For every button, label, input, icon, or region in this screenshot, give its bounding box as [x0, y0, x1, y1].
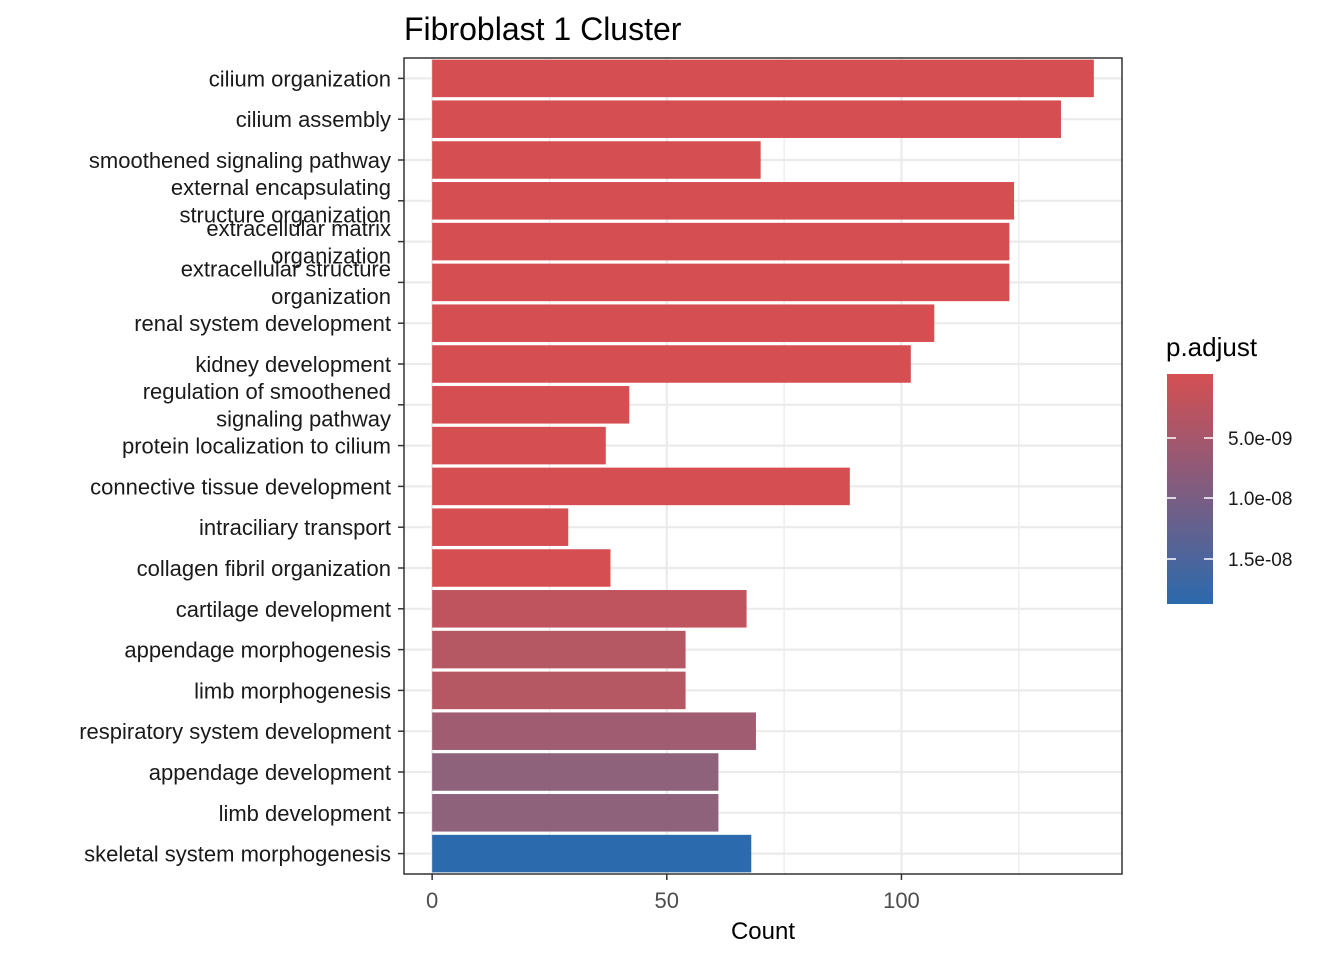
bar	[432, 467, 850, 506]
y-tick-label: limb morphogenesis	[194, 678, 391, 703]
y-tick-label: structure organization	[179, 203, 391, 228]
bar	[432, 141, 761, 179]
y-axis: cilium organization cilium assembly smooth…	[79, 66, 404, 867]
y-tick-label: signaling pathway	[216, 407, 391, 432]
legend-title: p.adjust	[1166, 332, 1258, 362]
y-tick-label: regulation of smoothened	[143, 379, 391, 404]
y-tick-label: collagen fibril organization	[137, 556, 391, 581]
y-tick-label: cartilage development	[176, 597, 391, 622]
bar	[432, 794, 719, 832]
y-tick-label: kidney development	[195, 352, 391, 377]
chart-title: Fibroblast 1 Cluster	[404, 11, 682, 47]
bar	[432, 100, 1061, 138]
legend-ticks: 5.0e-09 1.0e-08 1.5e-08	[1167, 429, 1292, 571]
bar	[432, 263, 1010, 302]
y-tick-label: skeletal system morphogenesis	[84, 842, 391, 867]
y-tick-label: limb development	[219, 801, 391, 826]
x-tick-label: 0	[426, 888, 438, 913]
x-tick-label: 100	[883, 888, 920, 913]
y-tick-label: organization	[271, 243, 391, 268]
bar	[432, 59, 1094, 98]
legend-colorbar	[1167, 374, 1213, 604]
bar	[432, 386, 630, 424]
y-tick-label: extracellular structure	[181, 257, 391, 282]
bar	[432, 345, 911, 383]
bar	[432, 222, 1010, 261]
bar	[432, 753, 719, 791]
y-tick-label: intraciliary transport	[199, 515, 391, 540]
y-tick-label: cilium assembly	[236, 107, 391, 132]
legend-tick-label: 1.0e-08	[1228, 489, 1292, 510]
bar	[432, 508, 569, 546]
plot-panel	[404, 58, 1122, 874]
bar	[432, 182, 1015, 220]
bar	[432, 712, 756, 750]
bar-series	[432, 59, 1094, 873]
y-tick-label: respiratory system development	[79, 719, 391, 744]
legend-tick-label: 5.0e-09	[1228, 429, 1292, 450]
bar	[432, 834, 752, 873]
x-axis-title: Count	[731, 918, 795, 945]
legend: p.adjust 5.0e-09 1.0e-08 1.5e-08	[1166, 332, 1292, 604]
y-tick-label: protein localization to cilium	[122, 434, 391, 459]
bar	[432, 590, 747, 628]
legend-tick-label: 1.5e-08	[1228, 550, 1292, 571]
y-tick-label: smoothened signaling pathway	[89, 148, 391, 173]
y-tick-label: organization	[271, 284, 391, 309]
bar	[432, 671, 686, 710]
y-tick-label: cilium organization	[209, 66, 391, 91]
y-tick-label: appendage development	[149, 760, 391, 785]
y-tick-label: appendage morphogenesis	[124, 638, 391, 663]
bar	[432, 630, 686, 669]
bar	[432, 426, 606, 465]
y-tick-label: renal system development	[134, 311, 391, 336]
y-tick-label: connective tissue development	[90, 474, 391, 499]
y-tick-label: extracellular matrix	[206, 216, 391, 241]
x-axis: 0 50 100	[426, 874, 920, 913]
y-tick-label: external encapsulating	[171, 175, 391, 200]
x-tick-label: 50	[655, 888, 679, 913]
plot-border	[403, 57, 1123, 875]
bar	[432, 304, 935, 342]
bar	[432, 549, 611, 587]
